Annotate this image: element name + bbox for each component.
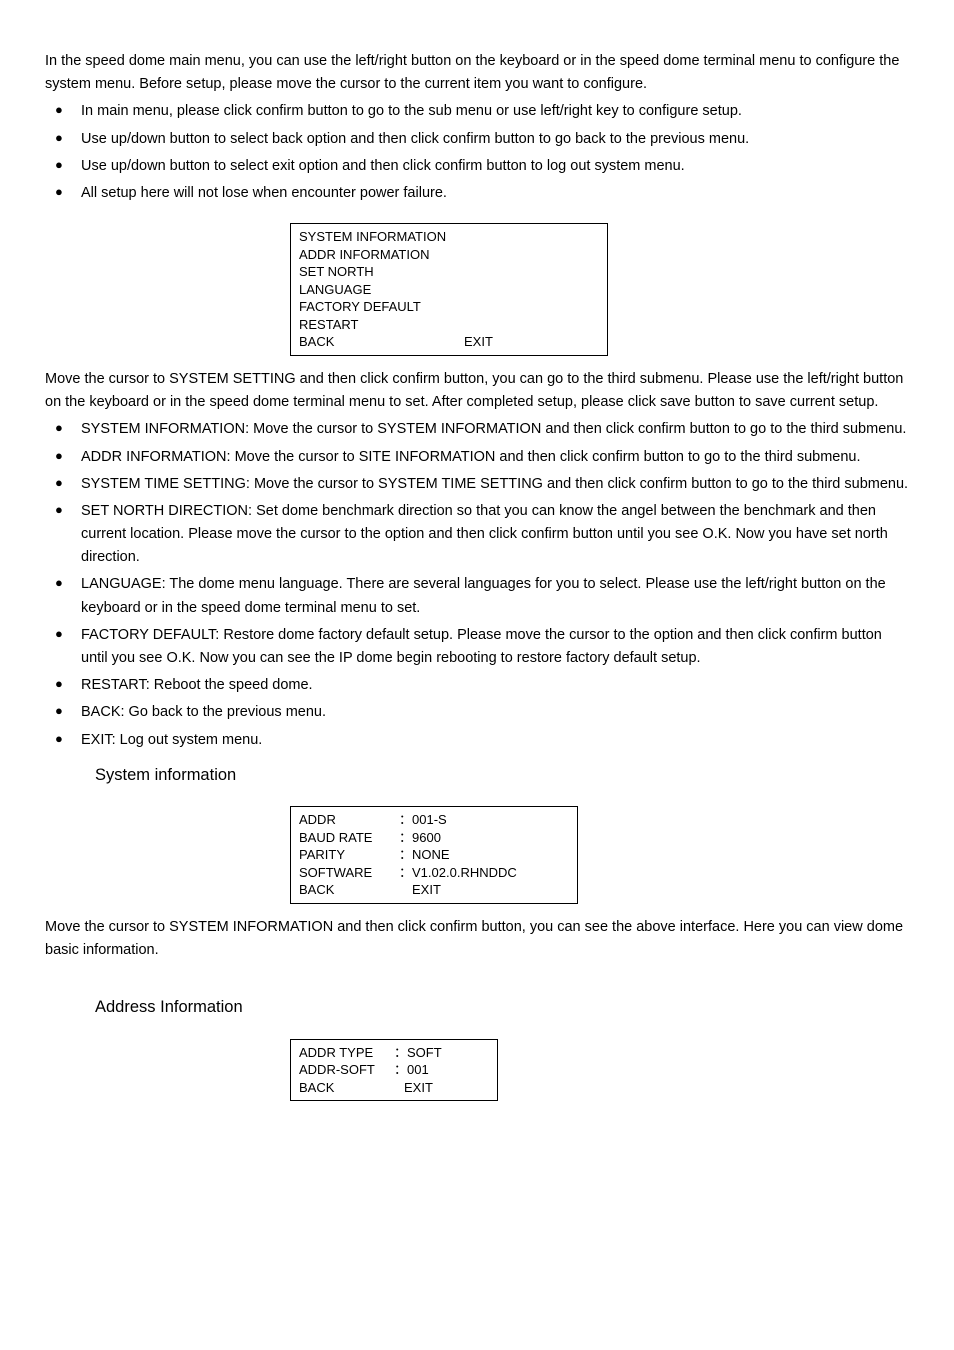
system-setting-bullet: BACK: Go back to the previous menu.	[45, 701, 909, 724]
row-colon: ：	[399, 846, 412, 864]
system-information-heading: System information	[95, 762, 909, 788]
row-label: ADDR-SOFT	[299, 1061, 394, 1079]
row-colon: ：	[399, 864, 412, 882]
row-label: SOFTWARE	[299, 864, 399, 882]
system-setting-bullet: SYSTEM TIME SETTING: Move the cursor to …	[45, 473, 909, 496]
menu-item: SET NORTH	[299, 263, 599, 281]
menu-exit: EXIT	[404, 1079, 433, 1097]
system-setting-bullet: SYSTEM INFORMATION: Move the cursor to S…	[45, 418, 909, 441]
row-value: 001	[407, 1061, 489, 1079]
row-colon: ：	[394, 1044, 407, 1062]
main-menu-box: SYSTEM INFORMATION ADDR INFORMATION SET …	[290, 223, 608, 356]
row-colon: ：	[394, 1061, 407, 1079]
address-info-box: ADDR TYPE ： SOFT ADDR-SOFT ： 001 BACK EX…	[290, 1039, 498, 1102]
intro-bullet-list: In main menu, please click confirm butto…	[45, 100, 909, 205]
menu-exit: EXIT	[464, 333, 493, 351]
system-setting-bullet: FACTORY DEFAULT: Restore dome factory de…	[45, 624, 909, 670]
system-setting-bullet: ADDR INFORMATION: Move the cursor to SIT…	[45, 446, 909, 469]
row-value: 9600	[412, 829, 569, 847]
row-colon: ：	[399, 829, 412, 847]
row-value: SOFT	[407, 1044, 489, 1062]
intro-bullet: Use up/down button to select back option…	[45, 128, 909, 151]
intro-bullet: Use up/down button to select exit option…	[45, 155, 909, 178]
system-setting-bullet-list: SYSTEM INFORMATION: Move the cursor to S…	[45, 418, 909, 751]
system-setting-bullet: LANGUAGE: The dome menu language. There …	[45, 573, 909, 619]
menu-back: BACK	[299, 881, 412, 899]
menu-back: BACK	[299, 333, 464, 351]
menu-exit: EXIT	[412, 881, 441, 899]
menu-item: ADDR INFORMATION	[299, 246, 599, 264]
address-information-heading: Address Information	[95, 994, 909, 1020]
after-menu1-paragraph: Move the cursor to SYSTEM SETTING and th…	[45, 368, 909, 414]
system-setting-bullet: RESTART: Reboot the speed dome.	[45, 674, 909, 697]
row-value: V1.02.0.RHNDDC	[412, 864, 569, 882]
intro-paragraph: In the speed dome main menu, you can use…	[45, 50, 909, 96]
menu-item: RESTART	[299, 316, 599, 334]
row-value: NONE	[412, 846, 569, 864]
menu-item: FACTORY DEFAULT	[299, 298, 599, 316]
menu-back: BACK	[299, 1079, 404, 1097]
system-setting-bullet: EXIT: Log out system menu.	[45, 729, 909, 752]
row-label: ADDR	[299, 811, 399, 829]
row-value: 001-S	[412, 811, 569, 829]
menu-item: LANGUAGE	[299, 281, 599, 299]
system-setting-bullet: SET NORTH DIRECTION: Set dome benchmark …	[45, 500, 909, 570]
menu-item: SYSTEM INFORMATION	[299, 228, 599, 246]
system-info-box: ADDR ： 001-S BAUD RATE ： 9600 PARITY ： N…	[290, 806, 578, 904]
row-label: BAUD RATE	[299, 829, 399, 847]
row-colon: ：	[399, 811, 412, 829]
row-label: PARITY	[299, 846, 399, 864]
after-menu2-paragraph: Move the cursor to SYSTEM INFORMATION an…	[45, 916, 909, 962]
intro-bullet: All setup here will not lose when encoun…	[45, 182, 909, 205]
row-label: ADDR TYPE	[299, 1044, 394, 1062]
intro-bullet: In main menu, please click confirm butto…	[45, 100, 909, 123]
